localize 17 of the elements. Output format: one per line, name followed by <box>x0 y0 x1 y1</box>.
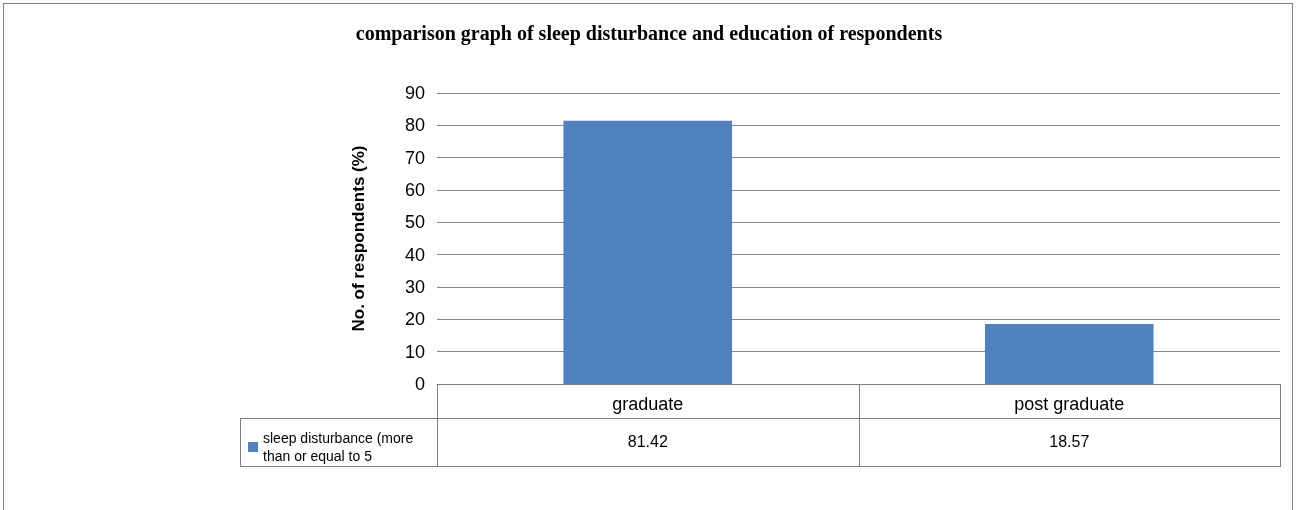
y-tick-label: 20 <box>404 309 425 330</box>
data-label: 81.42 <box>627 432 668 450</box>
y-tick-label: 30 <box>404 277 425 297</box>
data-label: 18.57 <box>1049 432 1090 450</box>
y-axis-title: No. of respondents (%) <box>349 145 368 332</box>
y-tick-label: 80 <box>404 115 425 136</box>
x-tick-label: post graduate <box>1014 394 1125 414</box>
y-tick-label: 50 <box>404 212 425 233</box>
x-tick-label: graduate <box>612 394 684 414</box>
y-tick-label: 10 <box>404 341 425 362</box>
y-tick-label: 0 <box>414 374 425 394</box>
chart-title: comparison graph of sleep disturbance and education of respondents <box>355 22 943 45</box>
y-tick-label: 90 <box>404 83 425 103</box>
legend-label: sleep disturbance (more than or equal to 5 <box>263 430 418 464</box>
y-tick-label: 40 <box>404 244 425 265</box>
y-tick-label: 70 <box>404 147 425 168</box>
y-tick-label: 60 <box>404 180 425 200</box>
